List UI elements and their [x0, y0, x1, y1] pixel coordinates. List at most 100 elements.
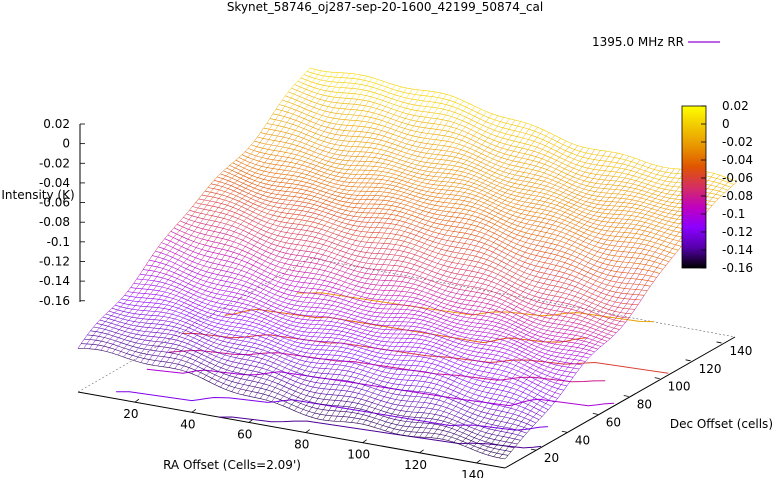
mesh-line: [432, 286, 449, 304]
mesh-line: [200, 247, 217, 271]
mesh-line: [504, 121, 521, 145]
mesh-line: [470, 269, 487, 292]
mesh-line: [161, 323, 178, 343]
mesh-line: [363, 336, 380, 354]
mesh-line: [582, 196, 599, 213]
z-tick-label: -0.16: [39, 294, 70, 308]
mesh-line: [663, 232, 680, 251]
mesh-line: [633, 203, 650, 221]
mesh-line: [310, 304, 327, 325]
mesh-line: [475, 182, 492, 196]
y-tick-mark: [561, 430, 567, 433]
mesh-line: [482, 435, 498, 454]
mesh-line: [347, 267, 364, 288]
y-tick-label: 80: [637, 398, 652, 412]
mesh-line: [278, 84, 295, 105]
mesh-line: [430, 94, 447, 119]
mesh-line: [426, 119, 443, 144]
mesh-line: [488, 361, 505, 383]
mesh-line: [474, 408, 491, 430]
mesh-line: [705, 195, 722, 213]
mesh-line: [486, 411, 503, 433]
mesh-line: [268, 178, 285, 198]
mesh-line: [290, 344, 307, 362]
mesh-line: [273, 248, 289, 271]
mesh-line: [185, 269, 202, 287]
mesh-line: [529, 317, 546, 333]
mesh-line: [84, 338, 512, 452]
mesh-line: [546, 162, 563, 179]
mesh-line: [531, 268, 548, 291]
mesh-line: [518, 151, 534, 172]
mesh-line: [407, 412, 424, 437]
mesh-line: [314, 122, 331, 144]
mesh-line: [338, 372, 354, 396]
mesh-line: [239, 326, 256, 345]
mesh-line: [574, 234, 590, 252]
mesh-line: [383, 136, 399, 155]
mesh-line: [320, 123, 337, 146]
mesh-line: [536, 339, 553, 355]
mesh-line: [648, 250, 664, 271]
mesh-line: [481, 185, 498, 199]
mesh-line: [148, 300, 165, 320]
mesh-line: [390, 246, 407, 271]
mesh-line: [490, 386, 507, 410]
mesh-line: [365, 294, 382, 315]
mesh-line: [456, 378, 472, 397]
mesh-line: [292, 203, 309, 224]
mesh-line: [468, 159, 485, 174]
mesh-line: [360, 294, 377, 314]
mesh-line: [443, 351, 459, 368]
y-ticks: 20 40 60 80 100 120 140: [530, 341, 752, 465]
mesh-line: [216, 225, 232, 249]
mesh-line: [241, 193, 258, 207]
mesh-line: [244, 238, 261, 257]
mesh-line: [205, 320, 222, 336]
mesh-line: [195, 337, 212, 352]
mesh-line: [476, 113, 493, 133]
mesh-line: [186, 213, 614, 337]
mesh-line: [371, 132, 388, 153]
x-tick-label: 100: [347, 448, 370, 462]
mesh-line: [214, 180, 642, 301]
mesh-line: [312, 169, 328, 185]
mesh-line: [288, 225, 305, 249]
mesh-line: [179, 220, 608, 342]
mesh-line: [453, 265, 470, 289]
mesh-line: [523, 152, 540, 173]
mesh-line: [499, 119, 516, 143]
base-plane: [77, 124, 736, 469]
mesh-line: [225, 206, 242, 225]
mesh-line: [369, 269, 386, 294]
mesh-line: [183, 217, 611, 339]
mesh-line: [93, 326, 521, 441]
mesh-line: [552, 248, 569, 271]
mesh-line: [471, 200, 488, 216]
mesh-line: [308, 345, 324, 367]
mesh-line: [340, 174, 357, 194]
mesh-line: [579, 236, 596, 255]
mesh-line: [351, 76, 368, 99]
mesh-line: [509, 193, 526, 211]
mesh-line: [298, 204, 315, 225]
mesh-line: [235, 159, 663, 270]
mesh-line: [139, 274, 567, 387]
contour-line: [116, 391, 548, 431]
mesh-line: [468, 315, 485, 335]
mesh-line: [499, 438, 515, 459]
mesh-line: [487, 436, 504, 456]
mesh-line: [491, 254, 508, 273]
mesh-line: [413, 413, 430, 437]
mesh-line: [508, 329, 524, 343]
mesh-line: [178, 329, 195, 346]
mesh-line: [253, 129, 270, 151]
mesh-line: [333, 396, 350, 422]
mesh-line: [446, 399, 463, 418]
colorbar-tick-label: -0.16: [722, 261, 753, 275]
mesh-line: [504, 346, 520, 362]
mesh-line: [373, 317, 389, 336]
mesh-line: [410, 207, 427, 225]
mesh-line: [640, 225, 657, 245]
mesh-line: [228, 167, 245, 181]
